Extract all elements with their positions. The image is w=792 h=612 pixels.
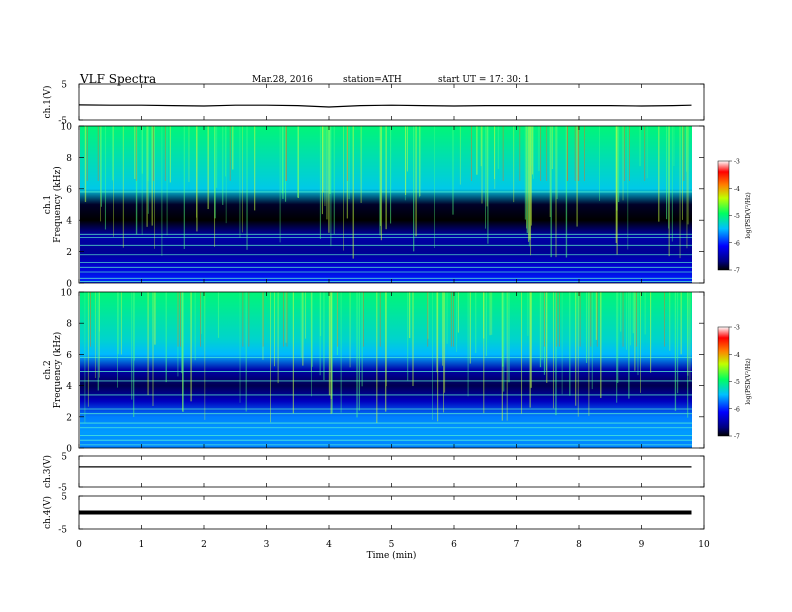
colorbar-label: log(PSD(V²/Hz)	[745, 358, 752, 405]
x-tick-label: 8	[576, 540, 582, 550]
y-tick-label: 8	[66, 320, 72, 330]
y-tick-label: 2	[66, 248, 72, 258]
y-tick-label: 10	[61, 123, 73, 133]
start-time-label: start UT = 17: 30: 1	[438, 75, 530, 85]
waveform-trace	[78, 104, 692, 108]
x-tick-label: 2	[201, 540, 207, 550]
colorbar-label: log(PSD(V²/Hz)	[745, 192, 752, 239]
y-axis-label: ch.3(V)	[42, 455, 53, 488]
colorbar-tick-label: -5	[734, 379, 740, 386]
date-label: Mar.28, 2016	[252, 75, 313, 85]
y-tick-label: -5	[58, 117, 67, 127]
waveform-frame	[78, 83, 705, 121]
x-tick-label: 1	[139, 540, 145, 550]
x-tick-label: 9	[639, 540, 645, 550]
station-label: station=ATH	[343, 75, 402, 85]
y-axis-label: Frequency (kHz)	[52, 166, 63, 243]
y-tick-label: 6	[66, 351, 72, 361]
y-tick-label: 10	[61, 289, 73, 299]
x-tick-label: 4	[326, 540, 332, 550]
x-axis-label: Time (min)	[367, 550, 417, 561]
y-axis-label: ch.4(V)	[42, 496, 53, 529]
channel-label: ch.2	[43, 360, 53, 379]
colorbar-tick-label: -3	[734, 159, 740, 166]
y-tick-label: -5	[58, 484, 67, 494]
x-tick-label: 5	[389, 540, 395, 550]
y-tick-label: 4	[66, 382, 72, 392]
colorbar	[717, 326, 730, 437]
colorbar-tick-label: -6	[734, 240, 740, 247]
x-tick-label: 6	[451, 540, 457, 550]
x-tick-label: 10	[698, 540, 710, 550]
y-axis-label: Frequency (kHz)	[52, 332, 63, 409]
colorbar-tick-label: -4	[734, 186, 740, 193]
y-tick-label: 8	[66, 154, 72, 164]
y-tick-label: -5	[58, 526, 67, 536]
x-tick-label: 7	[514, 540, 520, 550]
y-tick-label: 5	[61, 81, 67, 91]
colorbar-tick-label: -7	[734, 434, 740, 441]
x-tick-label: 0	[76, 540, 82, 550]
y-axis-label: ch.1(V)	[42, 86, 53, 119]
y-tick-label: 5	[61, 453, 67, 463]
y-tick-label: 6	[66, 185, 72, 195]
y-tick-label: 2	[66, 413, 72, 423]
x-tick-label: 3	[264, 540, 270, 550]
y-tick-label: 0	[66, 445, 72, 455]
y-tick-label: 5	[61, 493, 67, 503]
channel-label: ch.1	[43, 195, 53, 214]
colorbar-tick-label: -4	[734, 352, 740, 359]
y-tick-label: 4	[66, 217, 72, 227]
figure-title: VLF Spectra	[80, 72, 157, 86]
colorbar-tick-label: -5	[734, 213, 740, 220]
colorbar-tick-label: -6	[734, 406, 740, 413]
waveform-frame	[78, 455, 705, 488]
colorbar-tick-label: -3	[734, 325, 740, 332]
y-tick-label: 0	[66, 280, 72, 290]
colorbar-tick-label: -7	[734, 268, 740, 275]
colorbar	[717, 160, 730, 271]
